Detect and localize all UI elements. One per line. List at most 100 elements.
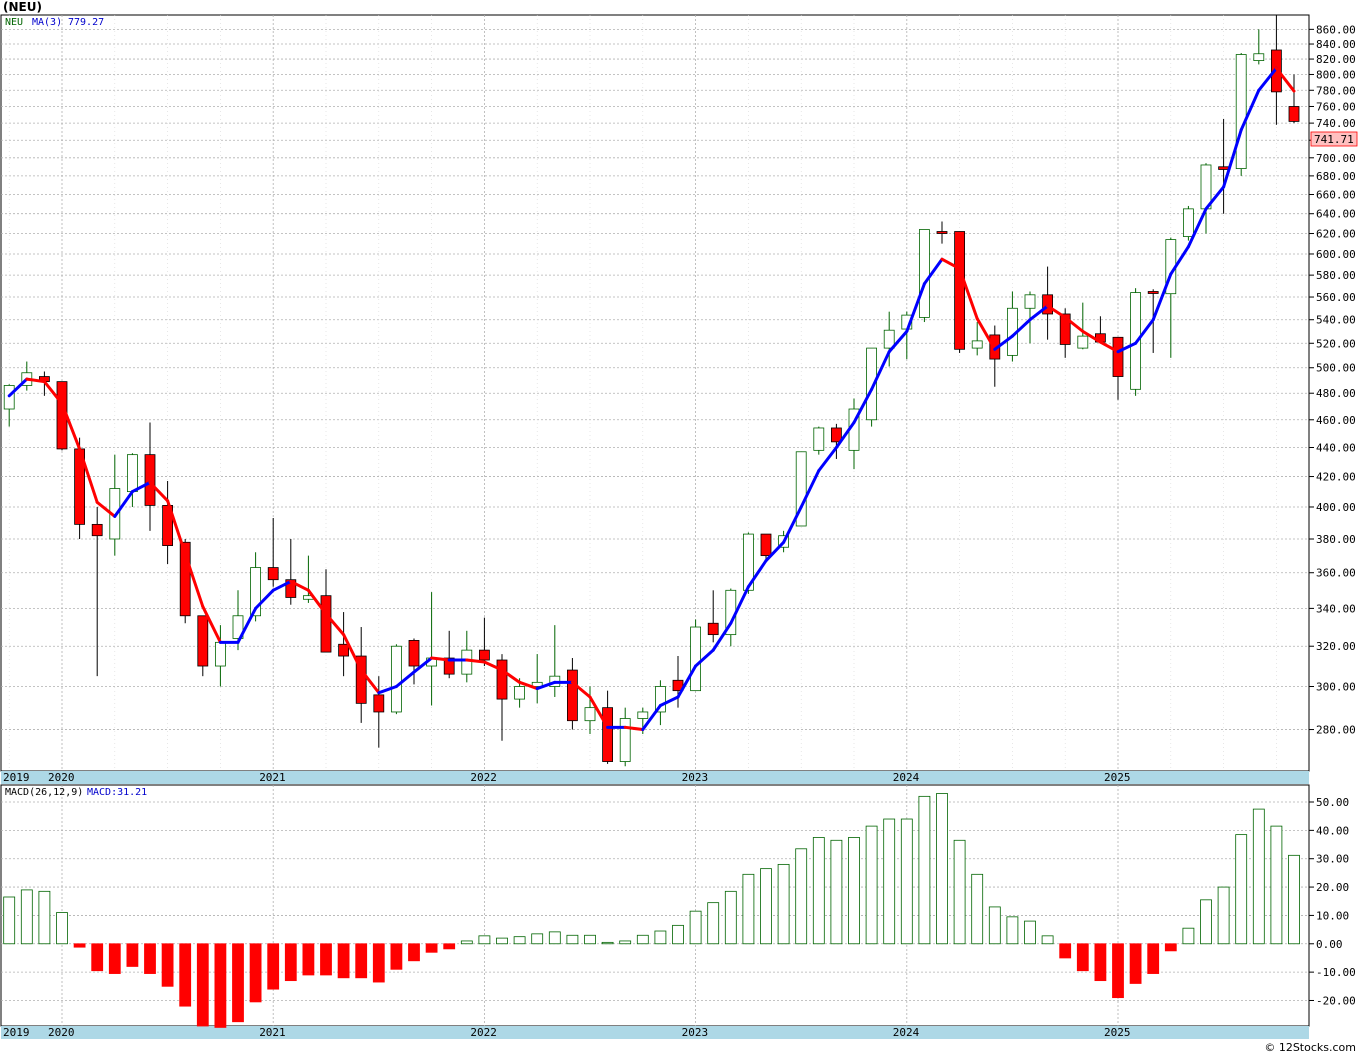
candle-body — [690, 626, 701, 692]
macd-x-tick-label: 2025 — [1104, 1026, 1131, 1039]
price-x-tick-label: 2025 — [1104, 771, 1131, 784]
price-y-tick-label: 640.00 — [1316, 208, 1356, 221]
candle-body — [813, 427, 825, 451]
candle-body — [514, 686, 525, 700]
ma-segment — [482, 660, 504, 672]
candle-body — [1059, 313, 1071, 345]
macd-bar — [777, 863, 790, 945]
price-x-axis-labels: 2019 2020 2021 2022 2023 2024 2025 — [3, 771, 1131, 784]
candle-body — [285, 579, 297, 598]
macd-x-tick-label: 2024 — [893, 1026, 920, 1039]
price-y-tick-label: 520.00 — [1316, 337, 1356, 350]
candle-body — [478, 649, 490, 661]
price-y-tick-label: 300.00 — [1316, 680, 1356, 693]
ma-segment — [465, 658, 486, 664]
macd-x-tick-label: 2022 — [470, 1026, 497, 1039]
candle-body — [338, 643, 350, 657]
macd-x-tick-label: 2023 — [682, 1026, 709, 1039]
macd-bar — [443, 943, 456, 950]
chart-title: (NEU) — [3, 0, 42, 14]
macd-bar — [1076, 943, 1089, 972]
ma-segment — [993, 334, 1014, 351]
macd-x-axis-band — [1, 1026, 1309, 1039]
ma-segment — [746, 559, 768, 589]
ma-segment — [518, 680, 539, 691]
macd-bar — [372, 943, 385, 983]
price-y-tick-label: 440.00 — [1316, 442, 1356, 455]
price-y-tick-label: 620.00 — [1316, 228, 1356, 241]
candle-body — [144, 454, 156, 506]
candle-body — [1253, 53, 1265, 61]
candle-body — [373, 694, 385, 713]
candle-body — [267, 567, 279, 581]
macd-bar — [707, 902, 720, 945]
macd-bar — [1164, 943, 1177, 952]
ma-segment — [1116, 341, 1138, 354]
macd-bar — [1288, 854, 1300, 945]
macd-bar — [760, 868, 772, 945]
ma-segment — [7, 377, 29, 398]
ma-segment — [1134, 318, 1155, 345]
candle-body — [197, 615, 209, 667]
candle-body — [1024, 294, 1036, 309]
last-price-label: 741.71 — [1314, 133, 1354, 146]
candle-body — [531, 681, 543, 687]
ma-segment — [887, 329, 909, 354]
macd-bar — [654, 930, 667, 945]
ma-segment — [905, 282, 926, 333]
candle-body — [1147, 291, 1159, 294]
macd-bar — [918, 795, 931, 945]
ma-segment — [148, 481, 170, 503]
macd-bar — [460, 940, 473, 945]
price-y-tick-label: 860.00 — [1316, 23, 1356, 36]
ma-segment — [922, 257, 944, 286]
macd-bar — [619, 940, 632, 945]
macd-y-tick-label: -10.00 — [1316, 966, 1356, 979]
macd-bar — [689, 910, 702, 945]
candle-body — [179, 541, 191, 617]
ma-segment — [377, 684, 398, 695]
price-y-tick-label: 780.00 — [1316, 84, 1356, 97]
price-y-tick-label: 540.00 — [1316, 314, 1356, 327]
candle-body — [1112, 336, 1124, 377]
macd-y-axis: -20.00 -10.00 0.00 10.00 20.00 30.00 40.00 50.0… — [1309, 796, 1356, 1007]
macd-bar — [1235, 834, 1248, 945]
ma-segment — [799, 469, 821, 509]
macd-bar — [408, 943, 420, 962]
candle-body — [584, 707, 596, 722]
candle-body — [1235, 54, 1247, 169]
price-y-tick-label: 320.00 — [1316, 640, 1356, 653]
ma-segment — [870, 350, 891, 391]
ma-segment — [183, 552, 205, 609]
macd-y-tick-label: 10.00 — [1316, 909, 1349, 922]
price-y-tick-label: 820.00 — [1316, 53, 1356, 66]
macd-x-tick-label: 2020 — [48, 1026, 75, 1039]
macd-bar — [1270, 825, 1283, 945]
ma-segment — [342, 633, 363, 672]
ma-segment — [412, 656, 434, 674]
ma-segment — [306, 588, 328, 616]
ma-segment — [782, 505, 803, 544]
candle-body — [637, 711, 649, 719]
macd-bar — [56, 912, 68, 945]
macd-bar — [742, 873, 755, 945]
ma-segment — [324, 612, 346, 637]
macd-bar — [988, 906, 1001, 945]
macd-bar — [1024, 920, 1036, 945]
ma-segment — [658, 695, 680, 707]
macd-legend-value: MACD:31.21 — [87, 787, 147, 798]
ma-segment — [694, 648, 715, 668]
macd-bar — [1182, 927, 1195, 945]
macd-y-tick-label: 20.00 — [1316, 881, 1349, 894]
macd-bar — [548, 931, 561, 945]
macd-bar — [20, 889, 33, 945]
macd-bar — [214, 943, 227, 1028]
ma-segment — [975, 317, 997, 351]
moving-average-line — [7, 66, 1296, 732]
candle-body — [1077, 335, 1089, 349]
ma-segment — [289, 579, 310, 592]
price-x-tick-label: 2022 — [470, 771, 497, 784]
ma-segment — [729, 585, 750, 625]
macd-y-tick-label: 0.00 — [1316, 938, 1343, 951]
candle-body — [320, 595, 332, 653]
